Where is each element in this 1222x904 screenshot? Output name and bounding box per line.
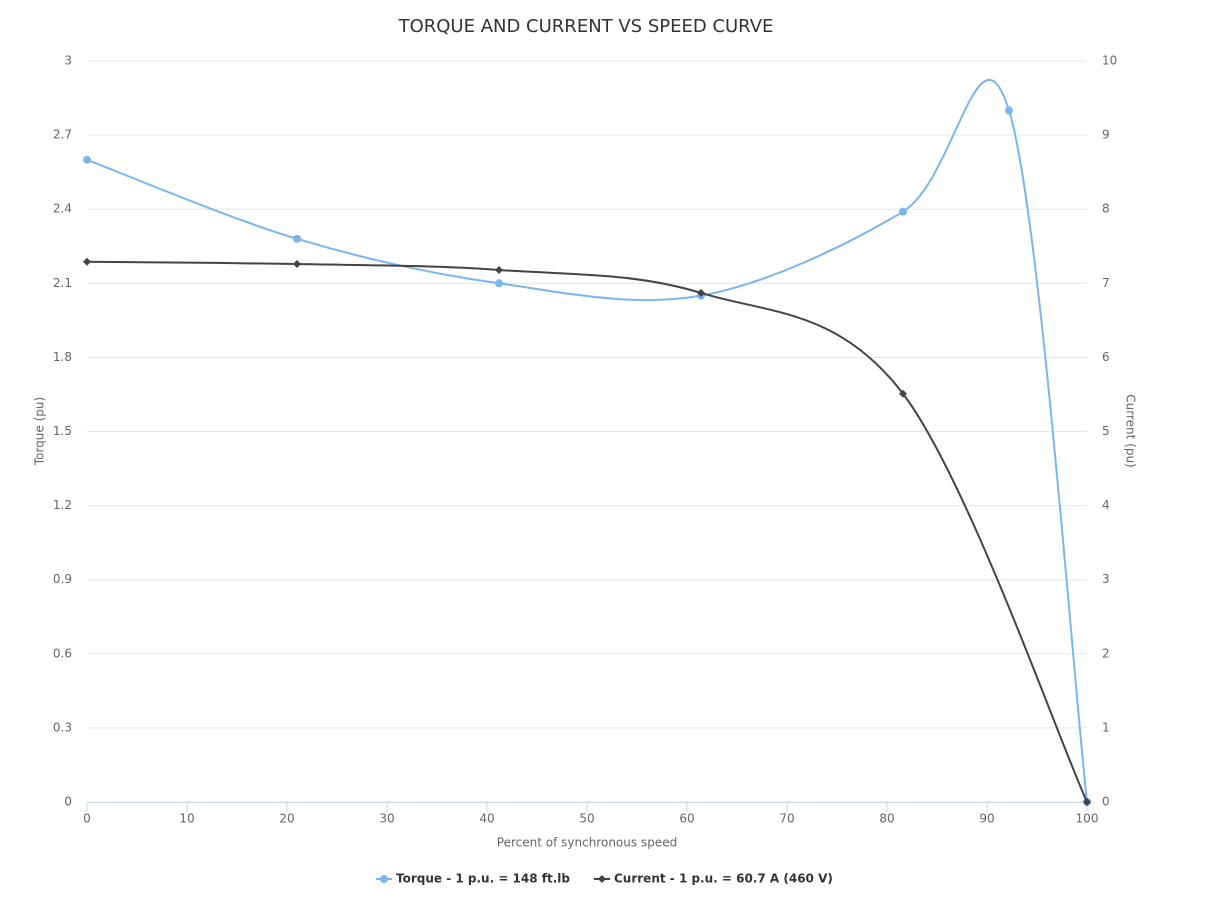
x-tick-label: 0 bbox=[83, 812, 91, 826]
y-tick-label: 0.9 bbox=[53, 572, 72, 586]
y-tick-label: 3 bbox=[64, 54, 72, 68]
y-tick-label: 2.7 bbox=[53, 128, 72, 142]
x-axis-title: Percent of synchronous speed bbox=[497, 836, 677, 850]
y2-tick-label: 2 bbox=[1102, 646, 1110, 660]
point bbox=[83, 257, 91, 266]
x-tick-label: 80 bbox=[879, 812, 894, 826]
legend-marker bbox=[598, 875, 606, 883]
point bbox=[697, 288, 705, 297]
y-tick-label: 1.2 bbox=[53, 498, 72, 512]
point bbox=[495, 279, 503, 288]
point bbox=[293, 234, 301, 243]
point bbox=[83, 155, 91, 164]
x-tick-label: 60 bbox=[679, 812, 694, 826]
y2-tick-label: 10 bbox=[1102, 54, 1117, 68]
x-tick-label: 20 bbox=[279, 812, 294, 826]
y-tick-label: 2.4 bbox=[53, 202, 72, 216]
series-line bbox=[86, 260, 1088, 803]
point bbox=[1005, 106, 1013, 115]
x-tick-label: 70 bbox=[779, 812, 794, 826]
y-tick-label: 1.5 bbox=[53, 424, 72, 438]
point bbox=[293, 260, 301, 269]
x-tick-label: 30 bbox=[379, 812, 394, 826]
y2-tick-label: 0 bbox=[1102, 795, 1110, 809]
y2-axis-title: Current (pu) bbox=[1124, 394, 1138, 467]
y-axis-title: Torque (pu) bbox=[33, 397, 47, 466]
y2-tick-label: 9 bbox=[1102, 128, 1110, 142]
legend-label: Torque - 1 p.u. = 148 ft.lb bbox=[396, 872, 570, 886]
y2-tick-label: 3 bbox=[1102, 572, 1110, 586]
y-tick-label: 0 bbox=[64, 795, 72, 809]
point bbox=[495, 265, 503, 274]
series-line bbox=[86, 79, 1088, 803]
y2-tick-label: 7 bbox=[1102, 276, 1110, 290]
point bbox=[899, 207, 907, 216]
y-tick-label: 0.3 bbox=[53, 720, 72, 734]
y-tick-label: 0.6 bbox=[53, 646, 72, 660]
x-tick-label: 50 bbox=[579, 812, 594, 826]
legend-marker bbox=[380, 875, 388, 883]
y2-tick-label: 4 bbox=[1102, 498, 1110, 512]
y-tick-label: 1.8 bbox=[53, 350, 72, 364]
y-tick-label: 2.1 bbox=[53, 276, 72, 290]
y2-tick-label: 8 bbox=[1102, 202, 1110, 216]
legend-item: Current - 1 p.u. = 60.7 A (460 V) bbox=[594, 872, 833, 886]
legend-item: Torque - 1 p.u. = 148 ft.lb bbox=[376, 872, 570, 886]
x-tick-label: 10 bbox=[179, 812, 194, 826]
legend-label: Current - 1 p.u. = 60.7 A (460 V) bbox=[614, 872, 833, 886]
point bbox=[1083, 798, 1091, 806]
y2-tick-label: 6 bbox=[1102, 350, 1110, 364]
point bbox=[899, 389, 907, 398]
x-tick-label: 100 bbox=[1076, 812, 1099, 826]
x-tick-label: 40 bbox=[479, 812, 494, 826]
chart-title: TORQUE AND CURRENT VS SPEED CURVE bbox=[398, 16, 774, 37]
x-tick-label: 90 bbox=[979, 812, 994, 826]
y2-tick-label: 1 bbox=[1102, 720, 1110, 734]
y2-tick-label: 5 bbox=[1102, 424, 1110, 438]
